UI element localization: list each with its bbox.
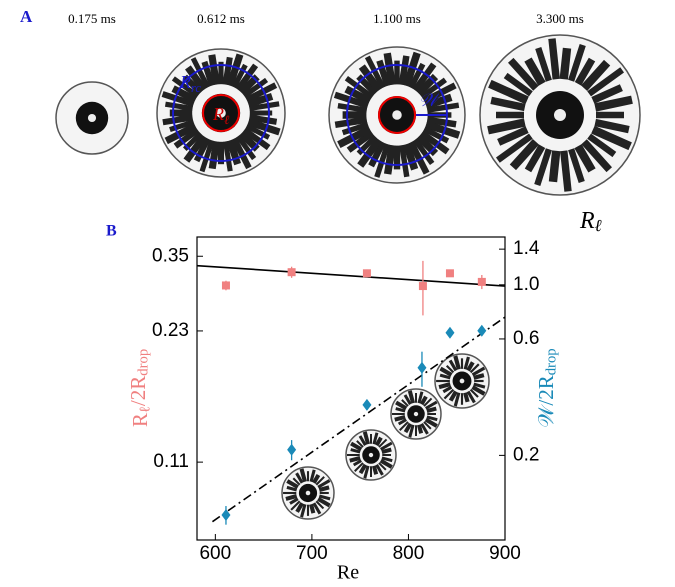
- droplet-streak: [395, 417, 405, 420]
- panel-a-images: [56, 35, 640, 519]
- annotation-sub: ℓ: [224, 113, 229, 127]
- point: [446, 269, 454, 277]
- label-part: ℓ: [138, 406, 154, 413]
- droplet-streak: [212, 55, 217, 85]
- point: [363, 269, 371, 277]
- y2-tick-label: 0.2: [513, 444, 539, 465]
- y-tick-label: 0.23: [152, 320, 189, 341]
- time-label: 0.175 ms: [68, 11, 116, 26]
- x-tick-label: 700: [296, 543, 328, 564]
- droplet-center: [392, 110, 402, 120]
- annotation-main: R: [179, 72, 191, 92]
- annotation-main: R: [212, 104, 224, 124]
- point: [419, 282, 427, 290]
- label-part: drop: [544, 348, 560, 375]
- annotation-sub: ℓ: [595, 216, 602, 235]
- droplet-streak: [311, 504, 313, 513]
- y2-tick-label: 0.6: [513, 328, 539, 349]
- time-label: 0.612 ms: [197, 11, 245, 26]
- droplet-streak: [427, 409, 436, 412]
- x-tick-label: 600: [199, 543, 231, 564]
- y2-tick-label: 1.0: [513, 274, 539, 295]
- fit-line: [212, 317, 505, 522]
- droplet-center: [554, 109, 566, 121]
- droplet-streak: [387, 53, 392, 85]
- droplet-center: [306, 491, 311, 496]
- x-tick-label: 900: [489, 543, 521, 564]
- droplet-streak: [419, 425, 421, 433]
- droplet-center: [369, 453, 373, 457]
- point: [445, 327, 454, 339]
- fit-line: [197, 266, 505, 286]
- droplet-streak: [564, 151, 568, 192]
- droplet-streak: [319, 487, 329, 490]
- label-part: /2R: [126, 376, 150, 406]
- point: [362, 399, 371, 411]
- droplet-center: [460, 379, 465, 384]
- panel-label: B: [106, 223, 117, 240]
- y2-tick-label: 1.4: [513, 238, 540, 259]
- label-part: R: [128, 413, 152, 427]
- point: [417, 362, 426, 374]
- droplet-center: [414, 412, 418, 416]
- label-part: drop: [136, 349, 152, 376]
- figure: A B 0.175 ms0.612 ms1.100 ms3.300 msRrcR…: [0, 0, 675, 587]
- droplet-streak: [286, 496, 297, 499]
- point: [288, 268, 296, 276]
- y-tick-label: 0.11: [153, 451, 189, 472]
- droplet-streak: [564, 48, 567, 79]
- droplet-streak: [465, 393, 467, 402]
- droplet-streak: [553, 151, 556, 182]
- x-axis-label: Re: [337, 562, 359, 584]
- droplet-streak: [474, 375, 484, 378]
- droplet-streak: [350, 458, 360, 461]
- point: [222, 281, 230, 289]
- y-axis-label: Rℓ/2Rdrop: [126, 349, 154, 427]
- annotation-sub: rc: [191, 81, 201, 95]
- annotation: Rℓ: [579, 208, 602, 235]
- panel-label: A: [20, 7, 33, 26]
- annotation-main: R: [579, 208, 595, 234]
- x-tick-label: 800: [393, 543, 425, 564]
- y-tick-label: 0.35: [152, 245, 189, 266]
- y2-axis-label: 𝒲/2Rdrop: [534, 348, 560, 427]
- droplet-streak: [382, 450, 391, 453]
- droplet-streak: [439, 384, 450, 387]
- point: [478, 278, 486, 286]
- time-label: 1.100 ms: [373, 11, 421, 26]
- droplet-center: [88, 114, 96, 122]
- time-label: 3.300 ms: [536, 11, 584, 26]
- label-part: 𝒲/2R: [534, 375, 558, 427]
- point: [287, 444, 296, 456]
- droplet-streak: [552, 39, 556, 80]
- droplet-streak: [374, 466, 376, 474]
